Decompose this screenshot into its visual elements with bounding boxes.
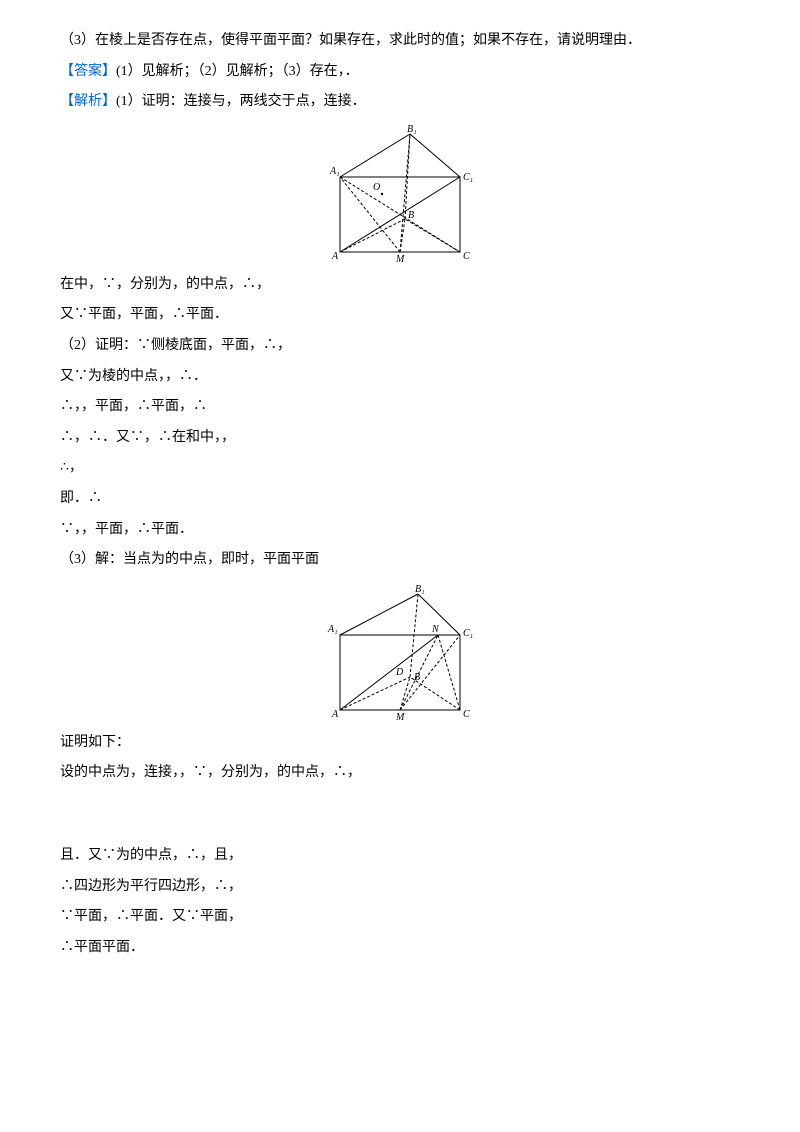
label2-D: D [395,667,404,678]
p4: 在中，∵，分别为，的中点，∴， [60,272,740,299]
figure-1: A A₁ B B₁ C C₁ M O [310,122,490,262]
label2-M: M [395,712,405,720]
p7: 又∵为棱的中点，，∴． [60,364,740,391]
p10: ∴， [60,455,740,482]
p19: ∵平面，∴平面．又∵平面， [60,904,740,931]
label2-C1: C₁ [463,628,473,639]
label-A1: A₁ [329,166,340,177]
answer-label: 【答案】 [60,64,116,79]
p15: 设的中点为，连接，，∵，分别为，的中点，∴， [60,760,740,787]
p6: （2）证明：∵侧棱底面，平面，∴， [60,333,740,360]
para-q3: （3）在棱上是否存在点，使得平面平面？如果存在，求此时的值；如果不存在，请说明理… [60,28,740,55]
p5: 又∵平面，平面，∴平面． [60,302,740,329]
blank-gap [60,791,740,817]
answer-text: (1）见解析；（2）见解析；（3）存在，． [116,64,359,79]
p20: ∴平面平面． [60,935,740,962]
analysis-text: (1）证明：连接与，两线交于点，连接． [116,94,366,109]
answer-line: 【答案】(1）见解析；（2）见解析；（3）存在，． [60,59,740,86]
label2-N: N [431,624,440,635]
label-O: O [373,182,380,193]
p12: ∵，，平面，∴平面． [60,517,740,544]
analysis-line: 【解析】(1）证明：连接与，两线交于点，连接． [60,89,740,116]
label2-B: B [414,672,420,683]
label2-A: A [331,709,339,720]
p8: ∴，，平面，∴平面，∴ [60,394,740,421]
label-C: C [463,251,470,262]
p17: 且．又∵为的中点，∴，且， [60,843,740,870]
label-A: A [331,251,339,262]
figure-1-wrap: A A₁ B B₁ C C₁ M O [60,122,740,262]
blank-gap-2 [60,817,740,843]
label2-B1: B₁ [415,584,425,595]
figure-2-wrap: A A₁ B B₁ C C₁ M N D [60,580,740,720]
p18: ∴四边形为平行四边形，∴， [60,874,740,901]
analysis-label: 【解析】 [60,94,116,109]
label-B1: B₁ [407,124,417,135]
label-M: M [395,254,405,262]
p11: 即．∴ [60,486,740,513]
figure-2: A A₁ B B₁ C C₁ M N D [310,580,490,720]
p9: ∴，∴．又∵，∴在和中，， [60,425,740,452]
label-B: B [408,210,414,221]
p13: （3）解：当点为的中点，即时，平面平面 [60,547,740,574]
label2-C: C [463,709,470,720]
label-C1: C₁ [463,172,473,183]
label2-A1: A₁ [327,624,338,635]
p14: 证明如下： [60,730,740,757]
